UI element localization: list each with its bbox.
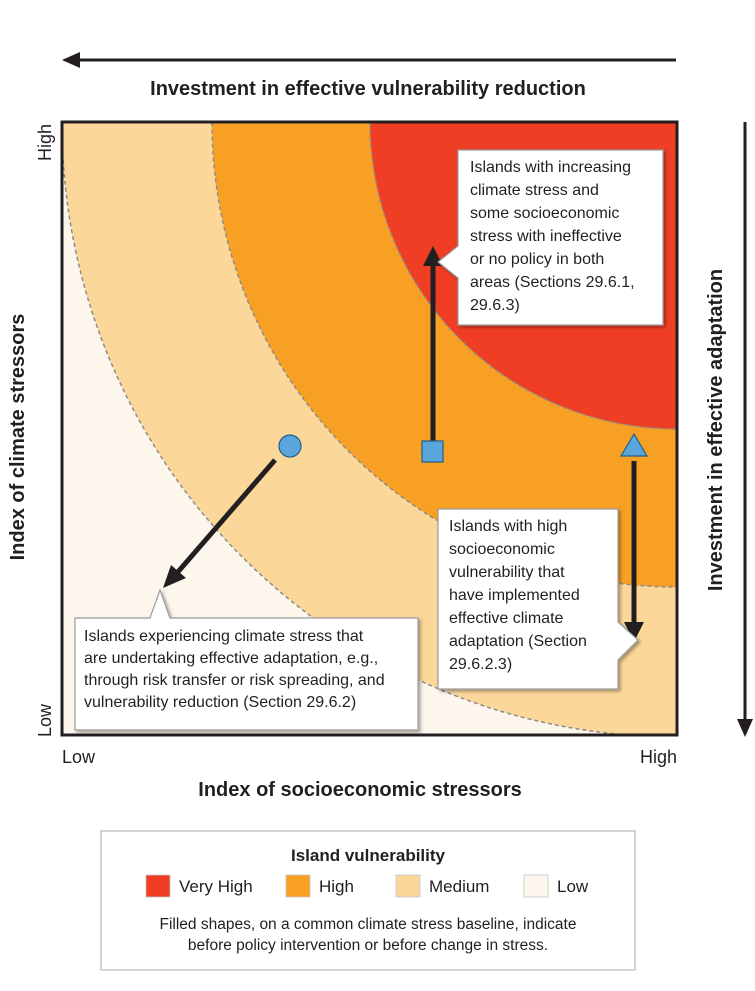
callout-triangle-text-line: have implemented bbox=[449, 587, 580, 604]
legend-items: Very High High Medium Low bbox=[145, 874, 589, 898]
callout-square-text-line: Islands with increasing bbox=[470, 159, 631, 176]
legend-note-line: Filled shapes, on a common climate stres… bbox=[160, 916, 577, 933]
plot-frame bbox=[60, 120, 679, 737]
callout-square-text: Islands with increasing climate stress an… bbox=[470, 159, 635, 314]
callout-triangle-text-line: Islands with high bbox=[449, 518, 567, 535]
callout-circle-text-line: vulnerability reduction (Section 29.6.2) bbox=[84, 694, 356, 711]
square-marker bbox=[421, 440, 444, 463]
x-tick-high: High bbox=[640, 747, 677, 767]
legend: Island vulnerability Very High High Medium… bbox=[100, 830, 636, 971]
callout-square-text-line: stress with ineffective bbox=[470, 228, 622, 245]
legend-swatch bbox=[523, 874, 549, 898]
x-axis-label: Index of socioeconomic stressors bbox=[198, 779, 521, 801]
y-tick-low: Low bbox=[35, 703, 55, 737]
callout-circle bbox=[74, 588, 419, 731]
legend-label: Very High bbox=[179, 877, 253, 896]
callout-triangle-text-line: vulnerability that bbox=[449, 564, 565, 581]
callout-square-text-line: areas (Sections 29.6.1, bbox=[470, 274, 635, 291]
callout-triangle-text: Islands with high socioeconomic vulnerabil… bbox=[449, 518, 587, 673]
square-arrow bbox=[423, 246, 443, 452]
callout-circle-text-line: Islands experiencing climate stress that bbox=[84, 628, 364, 645]
callout-circle-text: Islands experiencing climate stress that… bbox=[84, 628, 385, 711]
legend-note: Filled shapes, on a common climate stres… bbox=[160, 916, 577, 954]
circle-marker bbox=[278, 434, 302, 458]
legend-swatch bbox=[285, 874, 311, 898]
legend-title: Island vulnerability bbox=[291, 846, 446, 865]
legend-label: High bbox=[319, 877, 354, 896]
legend-swatch bbox=[145, 874, 171, 898]
legend-box bbox=[100, 830, 636, 971]
callout-triangle-text-line: adaptation (Section bbox=[449, 633, 587, 650]
callout-circle-text-line: are undertaking effective adaptation, e.… bbox=[84, 650, 378, 667]
callout-triangle bbox=[437, 508, 639, 690]
legend-swatch bbox=[395, 874, 421, 898]
callout-square-text-line: or no policy in both bbox=[470, 251, 604, 268]
y-tick-high: High bbox=[35, 124, 55, 161]
legend-label: Low bbox=[557, 877, 589, 896]
circle-arrow bbox=[163, 458, 277, 588]
y-axis-label: Index of climate stressors bbox=[7, 314, 29, 561]
legend-label: Medium bbox=[429, 877, 489, 896]
callout-square-text-line: climate stress and bbox=[470, 182, 599, 199]
top-arrow-label: Investment in effective vulnerability re… bbox=[150, 78, 586, 100]
right-arrow bbox=[737, 122, 753, 737]
callout-triangle-text-line: socioeconomic bbox=[449, 541, 555, 558]
callout-square bbox=[437, 149, 664, 326]
right-arrow-label: Investment in effective adaptation bbox=[705, 269, 727, 591]
callout-triangle-text-line: effective climate bbox=[449, 610, 564, 627]
x-tick-low: Low bbox=[62, 747, 96, 767]
callout-square-text-line: some socioeconomic bbox=[470, 205, 619, 222]
callout-square-text-line: 29.6.3) bbox=[470, 297, 520, 314]
callout-triangle-text-line: 29.6.2.3) bbox=[449, 656, 512, 673]
triangle-arrow bbox=[624, 461, 644, 642]
callout-circle-text-line: through risk transfer or risk spreading,… bbox=[84, 672, 385, 689]
triangle-marker bbox=[619, 432, 649, 457]
top-arrow bbox=[62, 52, 676, 68]
legend-note-line: before policy intervention or before cha… bbox=[188, 937, 548, 954]
